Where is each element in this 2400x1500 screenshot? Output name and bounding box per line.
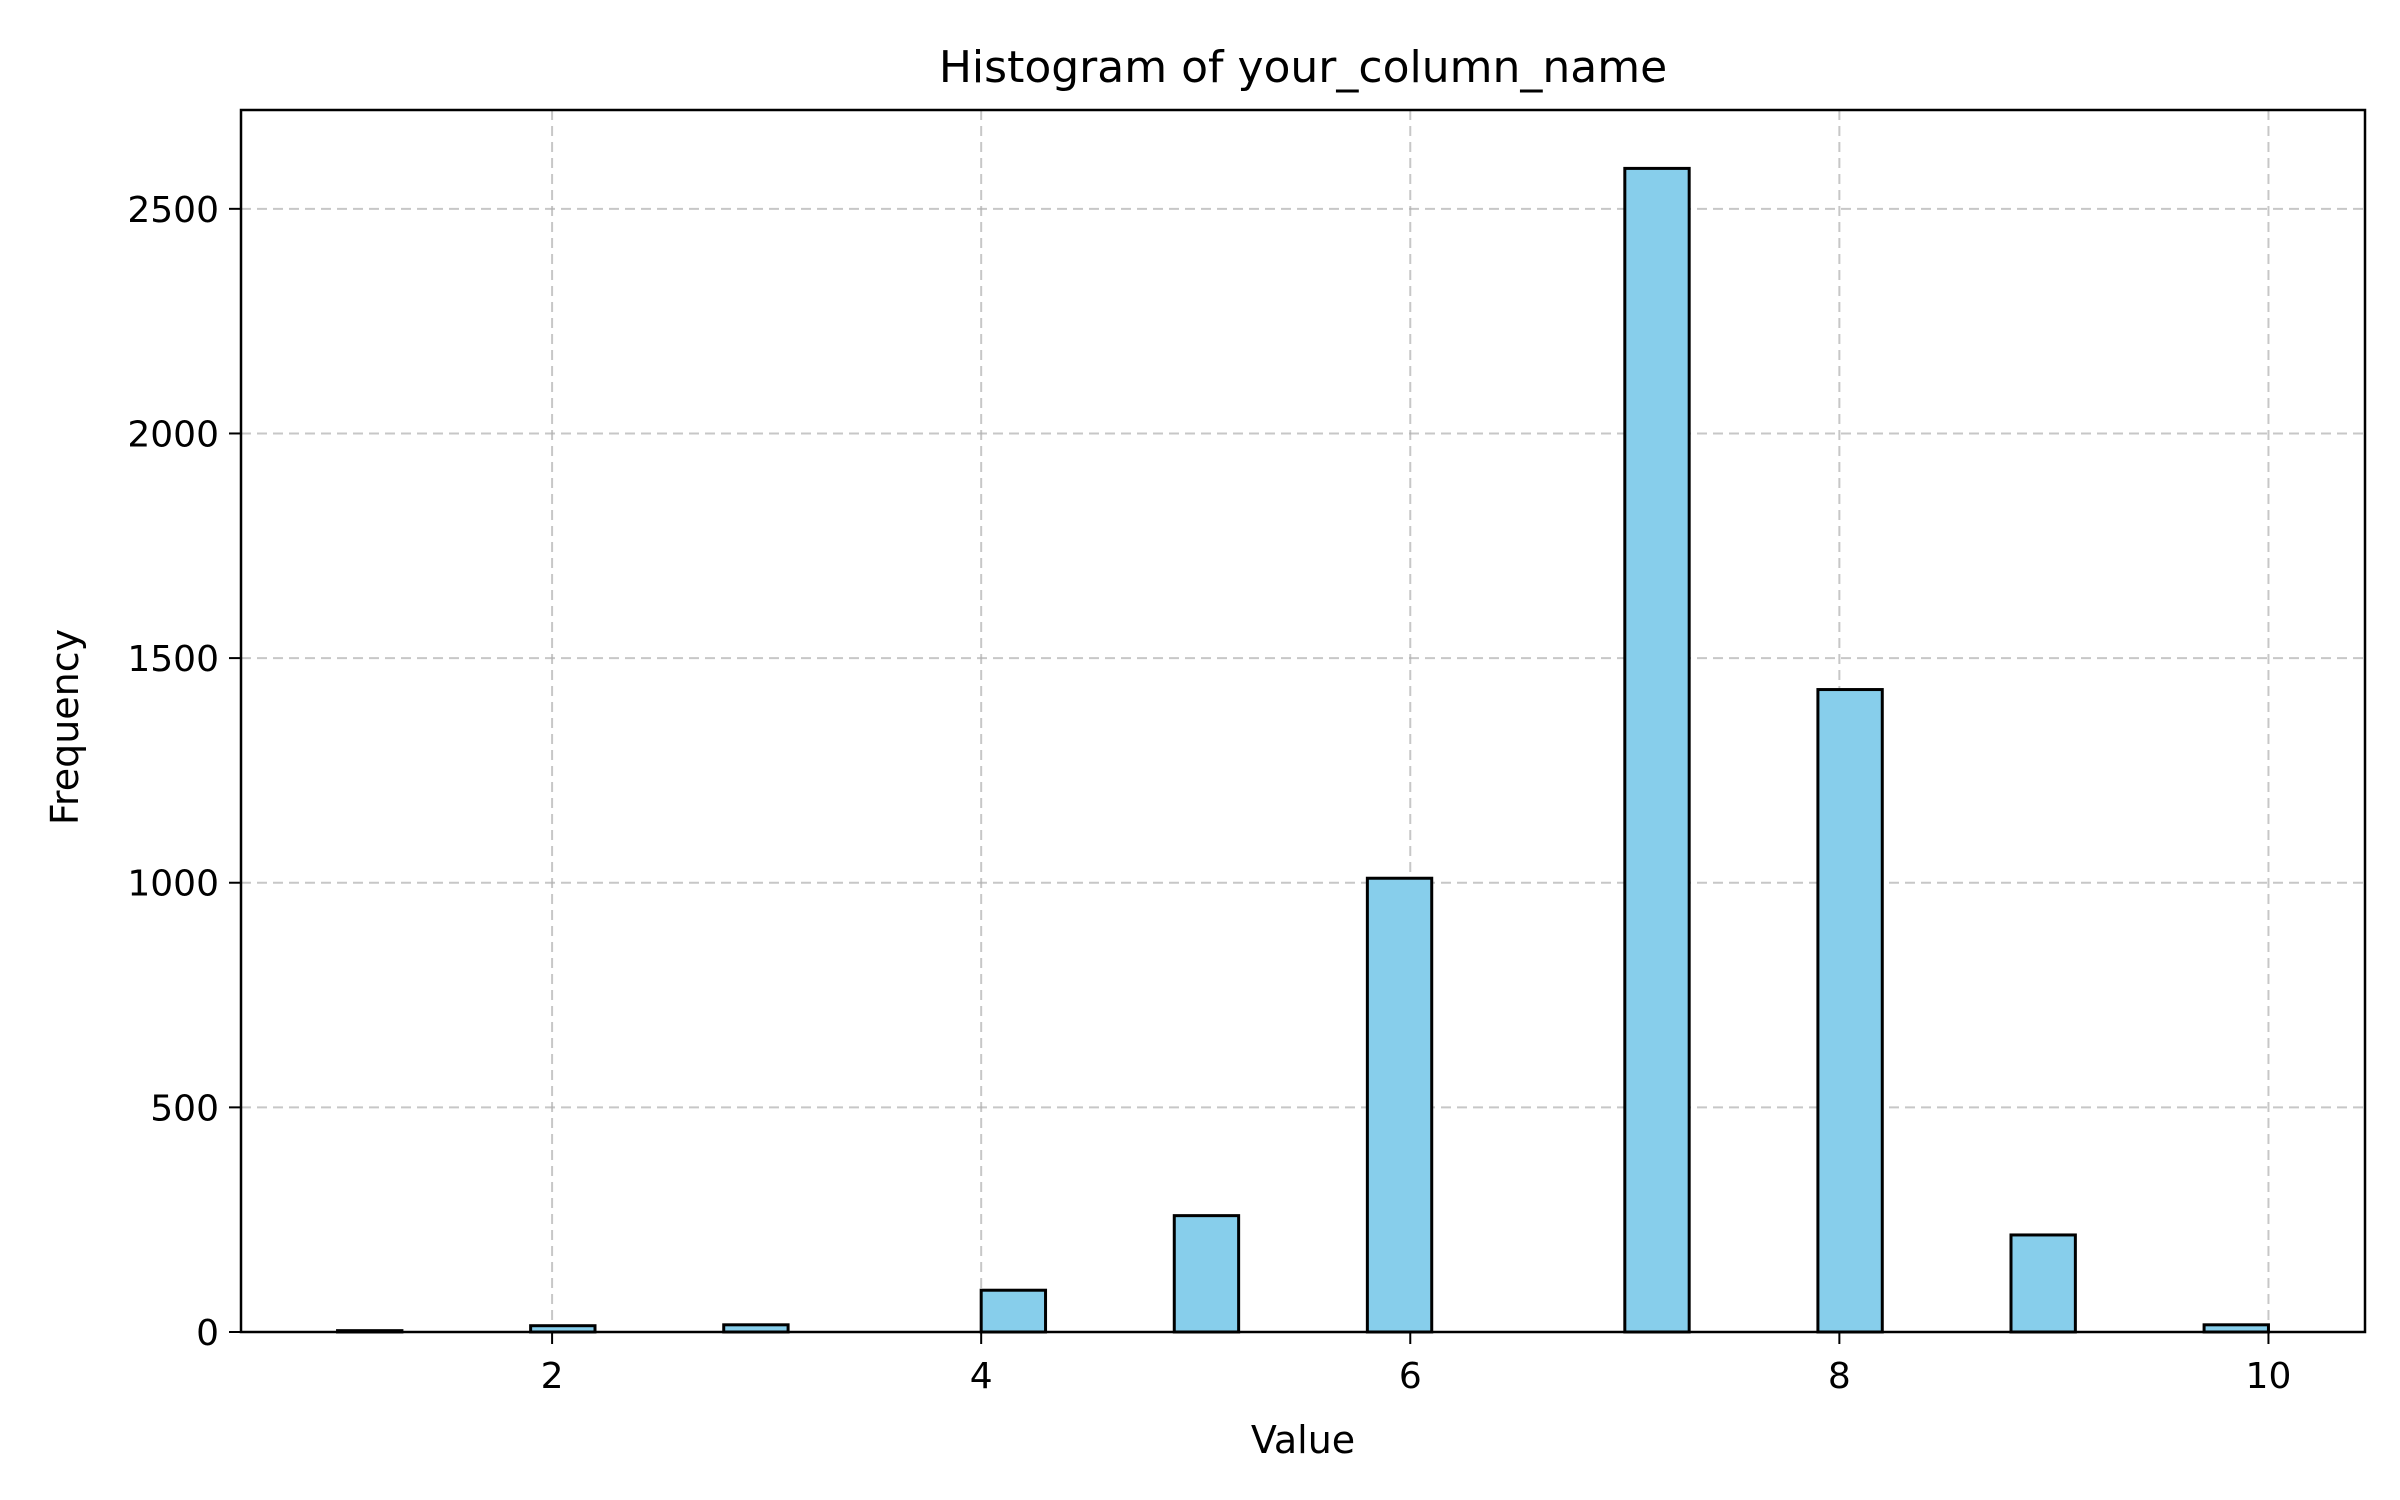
x-tick-label: 10 [2246, 1356, 2292, 1397]
histogram-bar [1816, 688, 1884, 1334]
x-axis-label: Value [1251, 1418, 1355, 1462]
histogram-bar [1365, 876, 1434, 1334]
histogram-bar [1623, 166, 1691, 1334]
chart-title: Histogram of your_column_name [939, 42, 1667, 93]
x-tick-label: 6 [1399, 1356, 1422, 1397]
x-tick-label: 2 [541, 1356, 564, 1397]
histogram-bar [1172, 1214, 1241, 1334]
plot-frame [239, 108, 2367, 1334]
y-tick-label: 2000 [127, 414, 219, 455]
axis-ticks: 2 4 6 8 10 0 500 1000 1500 2000 2500 [127, 190, 2291, 1397]
y-tick-label: 1000 [127, 864, 219, 905]
histogram-bar [2009, 1233, 2077, 1334]
x-tick-label: 4 [970, 1356, 993, 1397]
y-tick-label: 1500 [127, 639, 219, 680]
histogram-bar [979, 1288, 1048, 1334]
y-tick-label: 0 [196, 1313, 219, 1354]
histogram-bars [336, 166, 2270, 1334]
y-tick-label: 500 [150, 1088, 219, 1129]
x-tick-label: 8 [1828, 1356, 1851, 1397]
y-tick-label: 2500 [127, 190, 219, 231]
y-axis-label: Frequency [43, 629, 87, 825]
